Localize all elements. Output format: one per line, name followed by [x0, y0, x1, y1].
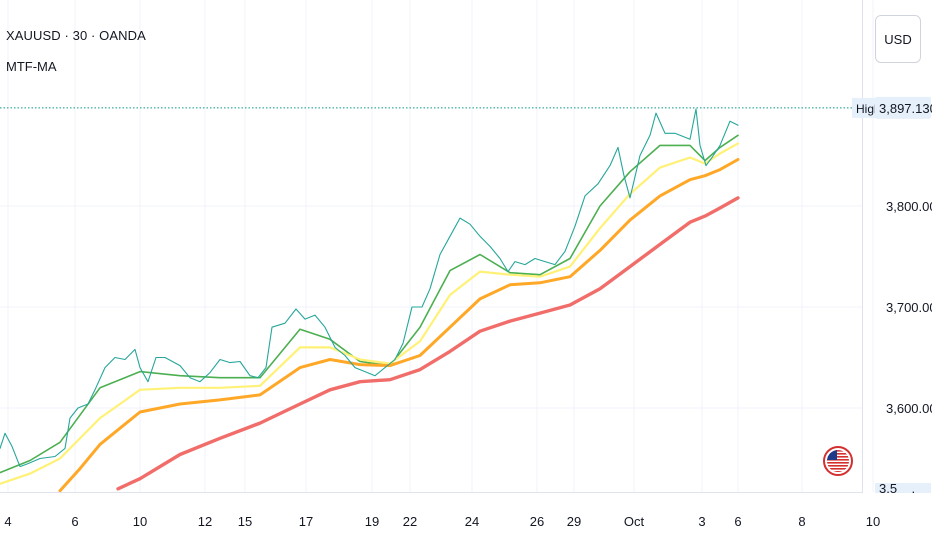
x-tick-label: 6	[734, 514, 741, 529]
x-tick-label: 6	[71, 514, 78, 529]
y-tick-label: 3,700.000	[886, 300, 932, 315]
x-tick-label: 17	[299, 514, 313, 529]
x-tick-label: 8	[798, 514, 805, 529]
currency-button[interactable]: USD	[875, 15, 921, 63]
price-path	[0, 108, 739, 468]
symbol-legend[interactable]: XAUUSD · 30 · OANDA	[6, 28, 146, 43]
x-tick-label: 4	[4, 514, 11, 529]
x-tick-label: 24	[465, 514, 479, 529]
x-tick-label: 29	[567, 514, 581, 529]
x-tick-label: 3	[698, 514, 705, 529]
y-tick-label: 3,600.000	[886, 401, 932, 416]
x-tick-label: Oct	[624, 514, 645, 529]
x-tick-label: 22	[403, 514, 417, 529]
us-flag-icon[interactable]	[823, 446, 853, 476]
high-value-bg	[875, 96, 931, 119]
ma-line-4	[116, 196, 740, 491]
x-tick-label: 12	[198, 514, 212, 529]
ma-line-2	[0, 142, 740, 485]
last-price-tag-text: 3,5__.___	[879, 481, 932, 496]
high-label-bg	[852, 97, 880, 118]
x-tick-label: 15	[238, 514, 252, 529]
moving-average-lines	[0, 134, 740, 492]
x-tick-label: 26	[530, 514, 544, 529]
x-tick-label: 19	[365, 514, 379, 529]
x-tick-label: 10	[133, 514, 147, 529]
high-label: High	[856, 102, 881, 116]
ma-line-1	[0, 134, 739, 474]
high-value: 3,897.130	[879, 101, 932, 116]
price-line	[0, 108, 739, 468]
indicator-legend[interactable]: MTF-MA	[6, 59, 57, 74]
y-tick-label: 3,800.000	[886, 199, 932, 214]
last-price-tag	[875, 483, 931, 493]
x-tick-label: 10	[866, 514, 880, 529]
ma-line-3	[58, 158, 740, 492]
